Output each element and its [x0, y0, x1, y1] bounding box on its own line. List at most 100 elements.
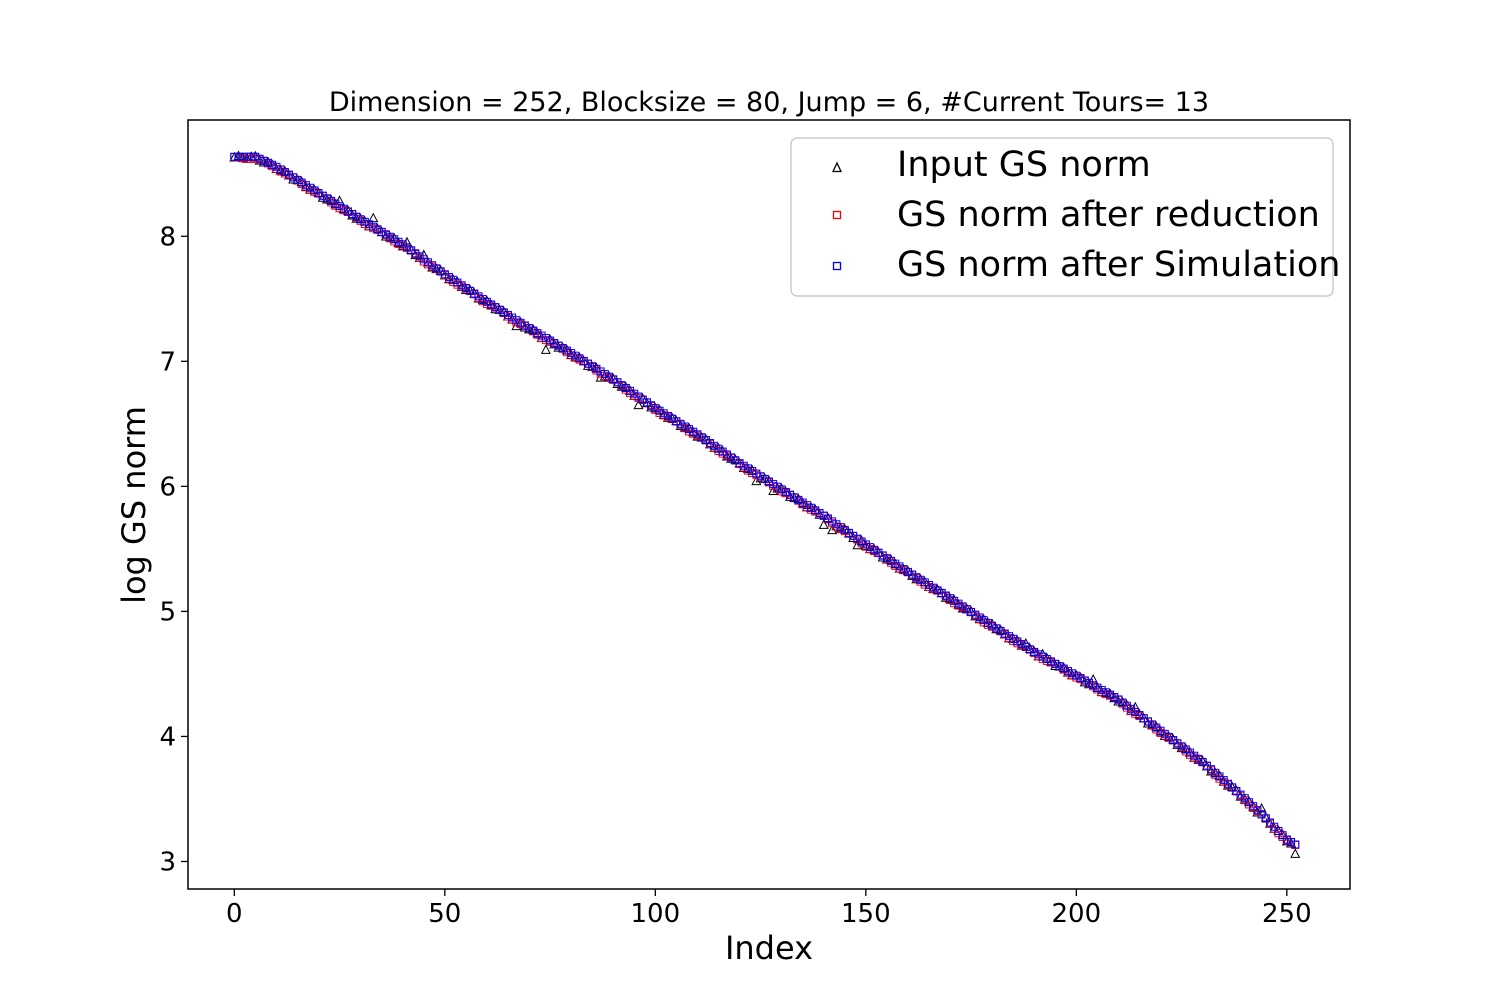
series-gs-norm-after-simulation: [230, 152, 1300, 849]
plot-frame: [187, 119, 1351, 890]
legend-frame: [790, 137, 1334, 297]
x-tick-label: 150: [841, 899, 891, 929]
point-gs-norm-after-simulation: [331, 199, 340, 208]
point-gs-norm-after-simulation: [449, 275, 458, 284]
point-gs-norm-after-simulation: [701, 436, 710, 445]
point-gs-norm-after-simulation: [297, 178, 306, 187]
point-gs-norm-after-simulation: [617, 381, 626, 390]
point-input-gs-norm: [532, 328, 543, 338]
point-input-gs-norm: [1235, 791, 1246, 801]
point-gs-norm-after-simulation: [971, 610, 980, 619]
point-gs-norm-after-simulation: [234, 152, 243, 161]
point-gs-norm-after-simulation: [348, 210, 357, 219]
x-tick-label: 50: [428, 899, 461, 929]
point-gs-norm-after-simulation: [571, 351, 580, 360]
point-gs-norm-after-simulation: [1026, 645, 1035, 654]
point-gs-norm-after-simulation: [314, 189, 323, 198]
point-gs-norm-after-simulation: [306, 183, 315, 192]
point-gs-norm-after-simulation: [807, 503, 816, 512]
point-gs-norm-after-simulation: [1110, 693, 1119, 702]
point-gs-norm-after-simulation: [289, 173, 298, 182]
point-gs-norm-after-simulation: [1009, 634, 1018, 643]
point-gs-norm-after-simulation: [339, 204, 348, 213]
point-gs-norm-after-simulation: [1068, 669, 1077, 678]
point-gs-norm-after-simulation: [491, 303, 500, 312]
point-input-gs-norm: [848, 532, 859, 542]
legend-entry-simulation: GS norm after Simulation: [832, 245, 1340, 285]
point-gs-norm-after-simulation: [840, 526, 849, 535]
point-gs-norm-after-simulation: [954, 599, 963, 608]
point-gs-norm-after-simulation: [541, 334, 550, 343]
point-gs-norm-after-simulation: [1038, 652, 1047, 661]
point-gs-norm-after-simulation: [722, 450, 731, 459]
point-gs-norm-after-simulation: [365, 220, 374, 229]
data-marks: [229, 150, 1301, 858]
point-gs-norm-after-simulation: [546, 336, 555, 345]
point-input-gs-norm: [818, 519, 829, 529]
point-gs-norm-after-simulation: [903, 567, 912, 576]
point-gs-norm-after-simulation: [1261, 814, 1270, 823]
point-gs-norm-after-simulation: [714, 444, 723, 453]
point-gs-norm-after-simulation: [247, 152, 256, 161]
y-tick-label: 5: [159, 597, 176, 627]
point-gs-norm-after-simulation: [659, 409, 668, 418]
point-gs-norm-after-simulation: [777, 485, 786, 494]
point-gs-norm-after-simulation: [710, 441, 719, 450]
x-tick-label: 200: [1052, 899, 1102, 929]
point-gs-norm-after-simulation: [1042, 655, 1051, 664]
point-gs-norm-after-simulation: [727, 453, 736, 462]
point-input-gs-norm: [540, 344, 551, 354]
point-gs-norm-after-simulation: [394, 237, 403, 246]
legend-label-simulation: GS norm after Simulation: [897, 245, 1340, 285]
point-gs-norm-after-simulation: [272, 162, 281, 171]
point-input-gs-norm: [330, 198, 341, 209]
point-gs-norm-after-simulation: [386, 232, 395, 241]
point-gs-norm-after-simulation: [895, 562, 904, 571]
point-gs-norm-after-simulation: [1266, 818, 1275, 827]
point-gs-norm-after-simulation: [967, 607, 976, 616]
point-gs-norm-after-simulation: [693, 430, 702, 439]
point-gs-norm-after-simulation: [377, 227, 386, 236]
point-input-gs-norm: [839, 523, 850, 534]
point-gs-norm-after-simulation: [1093, 683, 1102, 692]
point-gs-norm-after-simulation: [1000, 629, 1009, 638]
point-gs-norm-after-simulation: [811, 506, 820, 515]
point-gs-norm-after-simulation: [920, 578, 929, 587]
point-gs-norm-after-simulation: [680, 422, 689, 431]
point-gs-norm-after-simulation: [1017, 640, 1026, 649]
square-marker-icon: [832, 261, 842, 271]
point-gs-norm-after-simulation: [263, 158, 272, 167]
point-gs-norm-after-simulation: [609, 375, 618, 384]
point-gs-norm-after-simulation: [798, 498, 807, 507]
point-gs-norm-after-simulation: [655, 406, 664, 415]
point-gs-norm-after-simulation: [1106, 690, 1115, 699]
point-gs-norm-after-simulation: [373, 225, 382, 234]
point-gs-norm-after-simulation: [567, 349, 576, 358]
point-gs-norm-after-simulation: [743, 464, 752, 473]
point-gs-norm-after-simulation: [482, 297, 491, 306]
point-gs-norm-after-simulation: [756, 472, 765, 481]
point-input-gs-norm: [435, 264, 446, 275]
point-gs-norm-after-simulation: [630, 389, 639, 398]
x-axis: 0 50 100 150 200 250: [226, 889, 1312, 929]
point-gs-norm-after-simulation: [899, 565, 908, 574]
point-gs-norm-after-simulation: [335, 202, 344, 211]
point-gs-norm-after-simulation: [908, 570, 917, 579]
point-gs-norm-after-simulation: [773, 482, 782, 491]
point-gs-norm-after-simulation: [958, 602, 967, 611]
point-input-gs-norm: [368, 212, 379, 223]
point-gs-norm-after-simulation: [823, 514, 832, 523]
point-gs-norm-after-simulation: [819, 511, 828, 520]
point-input-gs-norm: [637, 393, 648, 403]
point-gs-norm-after-simulation: [1097, 685, 1106, 694]
point-gs-norm-after-simulation: [1063, 666, 1072, 675]
point-gs-norm-after-simulation: [285, 170, 294, 179]
point-gs-norm-after-simulation: [1089, 681, 1098, 690]
point-gs-norm-after-simulation: [255, 154, 264, 163]
point-gs-norm-after-simulation: [1047, 657, 1056, 666]
point-gs-norm-after-simulation: [356, 215, 365, 224]
point-gs-norm-after-simulation: [575, 354, 584, 363]
point-gs-norm-after-simulation: [327, 196, 336, 205]
point-gs-norm-after-simulation: [866, 543, 875, 552]
